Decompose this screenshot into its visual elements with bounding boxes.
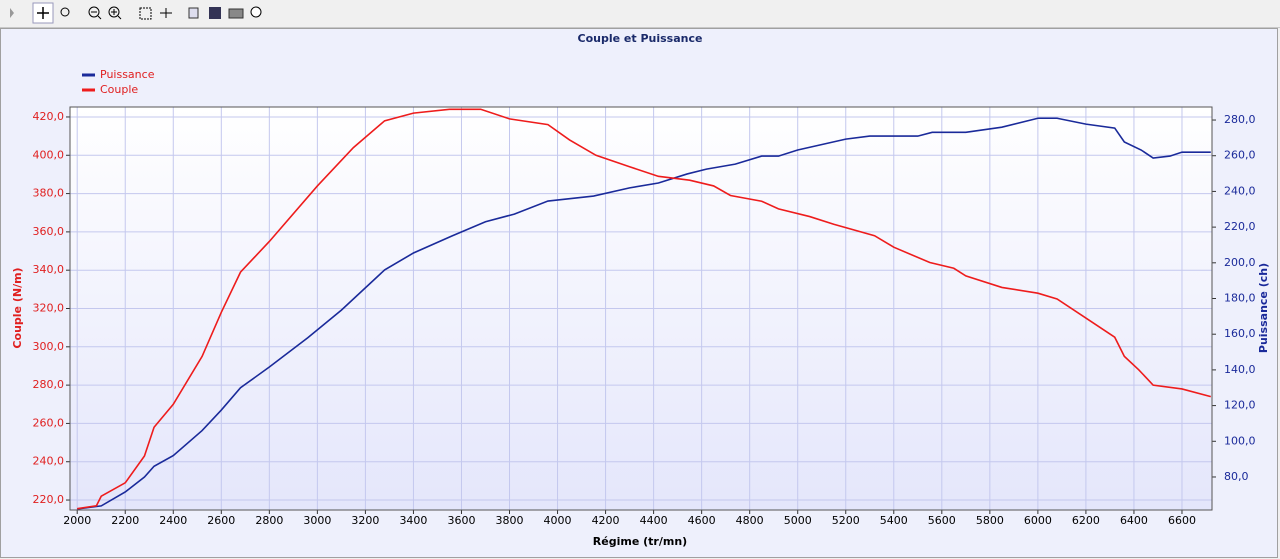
zoom-box-icon[interactable] — [60, 7, 70, 17]
x-tick-label: 5000 — [784, 514, 812, 527]
x-tick-label: 4800 — [736, 514, 764, 527]
y-tick-label: 340,0 — [33, 263, 65, 276]
plot-frame — [69, 106, 1213, 511]
x-tick-label: 5200 — [832, 514, 860, 527]
y-tick-label: 220,0 — [33, 493, 65, 506]
x-tick-label: 6200 — [1072, 514, 1100, 527]
x-tick-label: 5800 — [976, 514, 1004, 527]
x-tick-label: 6600 — [1168, 514, 1196, 527]
y2-tick-label: 260,0 — [1224, 149, 1256, 162]
legend-label: Puissance — [100, 68, 155, 81]
y-tick-label: 420,0 — [33, 110, 65, 123]
x-tick-label: 2000 — [63, 514, 91, 527]
chart: Couple et Puissance Régime (tr/mn) Coupl… — [0, 28, 1278, 558]
line-series — [77, 117, 1211, 510]
x-tick-label: 2400 — [159, 514, 187, 527]
select-icon[interactable] — [139, 7, 152, 20]
line-series — [77, 108, 1212, 510]
x-tick-label: 2600 — [207, 514, 235, 527]
y-tick-label: 380,0 — [33, 187, 65, 200]
zoom-out-icon[interactable] — [88, 6, 100, 18]
y-tick-label: 260,0 — [33, 416, 65, 429]
y-tick-label: 300,0 — [33, 340, 65, 353]
zoom-out-glyph — [91, 11, 102, 20]
zoom-in-glyph — [111, 9, 122, 20]
x-tick-label: 3400 — [399, 514, 427, 527]
x-tick-label: 3200 — [351, 514, 379, 527]
x-tick-label: 5600 — [928, 514, 956, 527]
preview-icon[interactable] — [250, 6, 262, 18]
y2-tick-label: 120,0 — [1224, 399, 1256, 412]
x-tick-label: 4400 — [640, 514, 668, 527]
x-tick-label: 4000 — [544, 514, 572, 527]
toolbar-icons — [10, 2, 262, 24]
x-tick-label: 6400 — [1120, 514, 1148, 527]
y2-tick-label: 240,0 — [1224, 184, 1256, 197]
x-tick-label: 3000 — [303, 514, 331, 527]
fit-icon[interactable] — [160, 8, 172, 18]
print-icon[interactable] — [228, 8, 244, 19]
save-icon[interactable] — [209, 7, 221, 19]
y2-tick-label: 160,0 — [1224, 327, 1256, 340]
y2-axis-title: Puissance (ch) — [1257, 263, 1270, 353]
y2-tick-label: 100,0 — [1224, 434, 1256, 447]
y2-tick-label: 280,0 — [1224, 113, 1256, 126]
y2-tick-label: 180,0 — [1224, 292, 1256, 305]
x-tick-label: 4200 — [592, 514, 620, 527]
y-axis-title: Couple (N/m) — [11, 267, 24, 348]
copy-icon[interactable] — [188, 7, 199, 19]
x-tick-label: 6000 — [1024, 514, 1052, 527]
y-tick-label: 400,0 — [33, 148, 65, 161]
chart-title: Couple et Puissance — [578, 32, 703, 45]
expand-arrow[interactable] — [10, 8, 14, 18]
pan-icon — [37, 7, 49, 19]
y2-tick-label: 200,0 — [1224, 256, 1256, 269]
y2-tick-label: 80,0 — [1224, 470, 1249, 483]
x-tick-label: 3600 — [447, 514, 475, 527]
x-tick-label: 3800 — [496, 514, 524, 527]
toolbar — [0, 0, 1280, 28]
x-tick-label: 5400 — [880, 514, 908, 527]
legend-label: Couple — [100, 83, 138, 96]
y2-tick-label: 140,0 — [1224, 363, 1256, 376]
x-axis-title: Régime (tr/mn) — [593, 535, 687, 548]
y-tick-label: 320,0 — [33, 302, 65, 315]
x-tick-label: 4600 — [688, 514, 716, 527]
x-tick-label: 2200 — [111, 514, 139, 527]
y-tick-label: 280,0 — [33, 378, 65, 391]
zoom-in-icon[interactable] — [108, 6, 120, 18]
x-tick-label: 2800 — [255, 514, 283, 527]
y-tick-label: 240,0 — [33, 455, 65, 468]
y-tick-label: 360,0 — [33, 225, 65, 238]
y2-tick-label: 220,0 — [1224, 220, 1256, 233]
